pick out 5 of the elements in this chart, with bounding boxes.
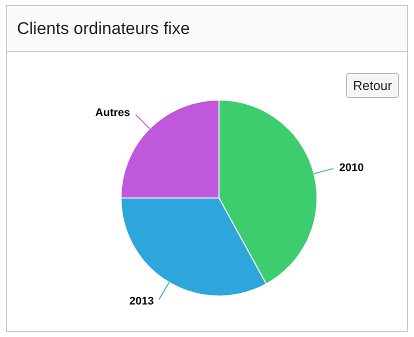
chart-title: Clients ordinateurs fixe (7, 6, 407, 52)
slice-label: 2013 (129, 295, 154, 308)
slice-label: 2010 (339, 162, 364, 174)
button: Retour (346, 73, 399, 98)
slice-label: Autres (95, 107, 130, 120)
